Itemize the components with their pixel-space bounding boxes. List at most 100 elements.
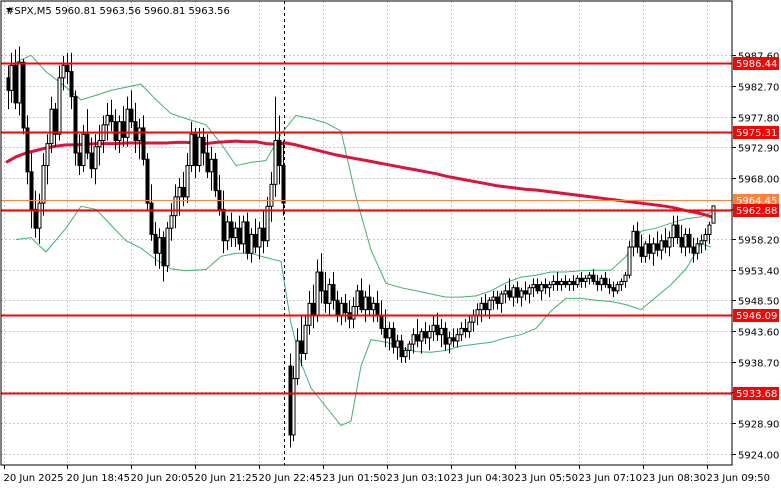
candle-body <box>439 327 444 336</box>
candle <box>443 322 448 351</box>
y-tick-label: 5953.40 <box>738 267 779 278</box>
candle <box>157 228 162 269</box>
candle-body <box>643 243 648 257</box>
candle-body <box>467 321 472 333</box>
candle <box>483 293 488 316</box>
candle <box>355 284 360 316</box>
candle-body <box>599 277 604 286</box>
x-tick-label: 20 Jun 21:25 <box>195 473 259 484</box>
candle <box>165 221 170 273</box>
candle-body <box>253 233 258 248</box>
candle <box>467 315 472 338</box>
candle <box>427 325 432 351</box>
candle <box>261 209 266 254</box>
x-tick-label: 20 Jun 2025 <box>4 473 64 484</box>
candle <box>635 221 640 254</box>
candle-body <box>363 296 368 311</box>
candle <box>327 278 332 316</box>
candle-body <box>379 315 384 329</box>
candle <box>307 290 312 335</box>
candle-body <box>391 327 396 348</box>
x-tick-label: 23 Jun 07:10 <box>579 473 643 484</box>
price-level-tag <box>733 387 779 400</box>
candle-body <box>515 287 520 298</box>
candle-body <box>245 221 250 254</box>
candle <box>105 102 110 141</box>
candle <box>295 328 300 385</box>
candle-body <box>547 284 552 289</box>
candle <box>495 290 500 310</box>
price-level-value: 5933.68 <box>736 389 777 400</box>
candle-body <box>567 280 572 286</box>
candle <box>543 278 548 294</box>
candle <box>69 52 74 110</box>
x-tick-label: 23 Jun 09:50 <box>707 473 771 484</box>
candle-body <box>49 108 54 145</box>
candle <box>711 205 716 224</box>
candle-body <box>611 287 616 292</box>
candle <box>149 184 154 241</box>
candle <box>57 65 62 141</box>
candle-body <box>205 152 210 173</box>
candle <box>619 278 624 291</box>
candle <box>109 99 114 132</box>
x-tick-label: 23 Jun 04:30 <box>451 473 515 484</box>
moving-average-layer <box>5 139 713 219</box>
candle <box>33 190 38 238</box>
candle-body <box>523 290 528 295</box>
candle-body <box>81 133 86 167</box>
candle <box>21 59 26 135</box>
candle-body <box>463 327 468 333</box>
candle-body <box>495 296 500 304</box>
candle <box>535 278 540 294</box>
candle-body <box>261 227 266 242</box>
candle <box>209 146 214 191</box>
x-tick-label: 23 Jun 03:10 <box>387 473 451 484</box>
candle-body <box>471 315 476 323</box>
candle <box>655 231 660 257</box>
candle <box>687 228 692 254</box>
candle-body <box>579 277 584 282</box>
candle-body <box>651 243 656 254</box>
x-tick-label: 20 Jun 18:45 <box>67 473 131 484</box>
candle-body <box>237 227 242 245</box>
candle-body <box>323 290 328 304</box>
candle <box>161 231 166 282</box>
candle <box>579 272 584 288</box>
price-level-tag <box>733 57 779 70</box>
candle-body <box>177 186 182 198</box>
candle-body <box>307 302 312 326</box>
dropdown-arrow-icon[interactable] <box>6 8 12 12</box>
candle-body <box>213 158 218 192</box>
candle-body <box>447 337 452 345</box>
candle <box>323 272 328 313</box>
candle <box>41 153 46 216</box>
candle-body <box>415 334 420 342</box>
candle-body <box>459 327 464 336</box>
candle <box>447 331 452 354</box>
candle-body <box>647 243 652 254</box>
candle <box>213 153 218 197</box>
candle-body <box>655 243 660 251</box>
candle-body <box>691 246 696 254</box>
candle <box>363 290 368 323</box>
price-level-tag <box>733 194 779 207</box>
candle <box>225 215 230 251</box>
candle <box>419 328 424 354</box>
candle-body <box>491 296 496 301</box>
candle-body <box>571 280 576 286</box>
candle-body <box>603 277 608 286</box>
candle <box>141 115 146 166</box>
candle <box>695 237 700 260</box>
candle-body <box>659 240 664 251</box>
candle-body <box>595 280 600 286</box>
candle-body <box>427 331 432 339</box>
candle-body <box>535 284 540 292</box>
candle-body <box>503 290 508 295</box>
candle-body <box>367 296 372 311</box>
candle <box>371 297 376 323</box>
candle-body <box>33 208 38 229</box>
candle <box>245 212 250 260</box>
candle <box>455 328 460 348</box>
candle <box>359 278 364 313</box>
